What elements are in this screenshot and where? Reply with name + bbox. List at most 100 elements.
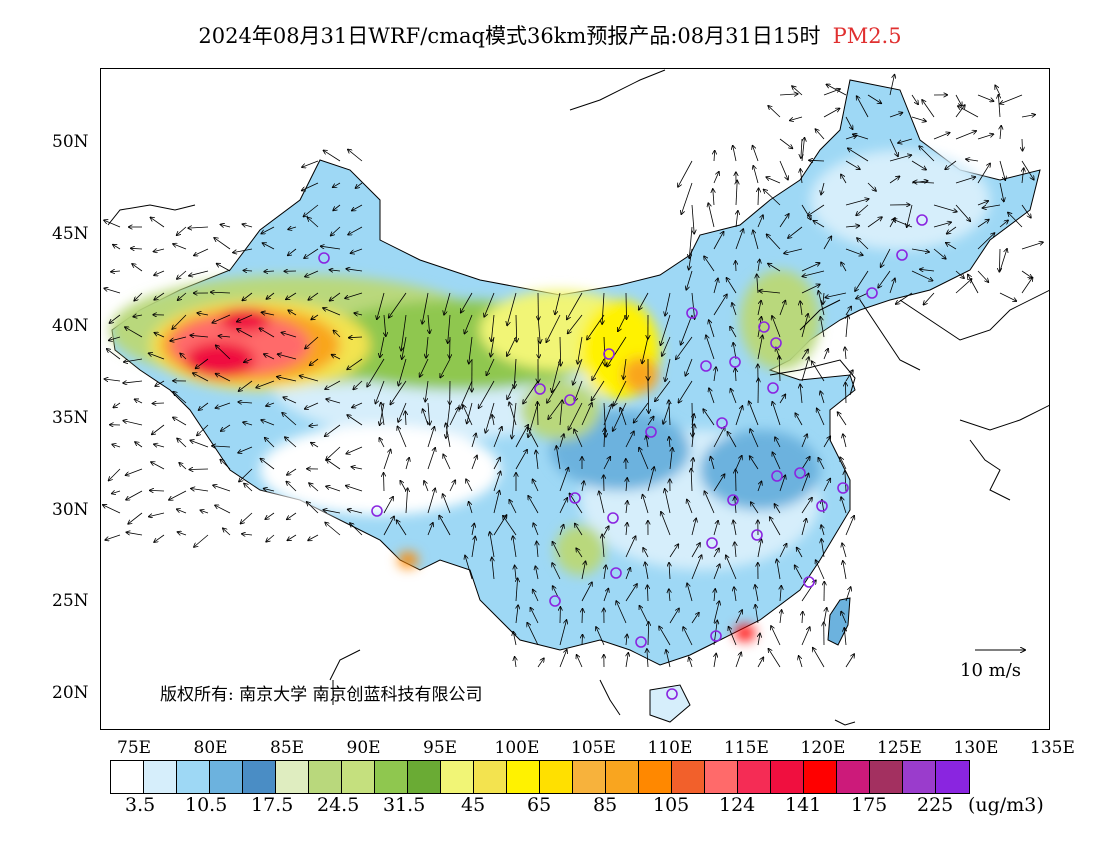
wind-arrow: [713, 521, 718, 536]
wind-arrow: [308, 292, 319, 300]
wind-arrow: [898, 138, 913, 143]
wind-arrow: [857, 96, 869, 118]
wind-arrow: [848, 148, 869, 162]
wind-arrow: [568, 402, 583, 430]
wind-arrow: [238, 446, 253, 453]
wind-arrow: [516, 578, 518, 602]
wind-arrow: [691, 613, 699, 624]
wind-arrow: [955, 279, 972, 294]
wind-arrow: [503, 516, 517, 536]
wind-arrow: [933, 248, 946, 259]
wind-arrow: [933, 133, 950, 140]
wind-arrow: [780, 586, 781, 602]
wind-arrow: [443, 454, 451, 470]
wind-arrow: [575, 524, 583, 536]
wind-arrow: [567, 292, 583, 319]
wind-arrow: [177, 270, 187, 279]
wind-arrow: [647, 467, 654, 492]
lon-label: 120E: [800, 738, 846, 758]
lon-label: 115E: [724, 738, 769, 758]
wind-arrow: [977, 163, 990, 184]
wind-arrow: [842, 543, 847, 558]
wind-arrow: [755, 605, 759, 624]
wind-arrow: [736, 470, 737, 492]
wind-arrow: [784, 248, 803, 253]
wind-arrow: [559, 434, 564, 448]
wind-arrow: [582, 635, 583, 646]
wind-arrow: [726, 278, 737, 294]
wind-arrow: [173, 244, 187, 250]
wind-arrow: [603, 589, 608, 602]
wind-arrow: [687, 500, 693, 514]
wind-arrow: [384, 314, 386, 336]
wind-arrow: [669, 544, 678, 558]
wind-arrow: [559, 650, 567, 668]
wind-arrow: [125, 327, 143, 338]
wind-arrow: [507, 336, 517, 356]
wind-arrow: [330, 292, 341, 301]
wind-arrow: [788, 226, 803, 238]
wind-arrow: [841, 174, 847, 184]
wind-arrow: [845, 471, 846, 492]
wind-arrow: [648, 380, 649, 413]
lon-label: 125E: [877, 738, 922, 758]
wind-arrow: [278, 354, 297, 360]
legend-swatch: [936, 761, 969, 793]
wind-arrow: [103, 505, 121, 514]
station-marker: Taiyuan: [729, 356, 741, 368]
legend-swatch: [342, 761, 375, 793]
color-legend: [110, 760, 970, 794]
wind-arrow: [706, 335, 715, 360]
wind-arrow: [623, 358, 627, 379]
wind-arrow: [867, 94, 881, 103]
wind-arrow: [150, 490, 165, 491]
wind-arrow: [283, 397, 297, 404]
wind-arrow: [780, 610, 782, 624]
wind-arrow: [559, 498, 567, 514]
wind-arrow: [735, 610, 742, 624]
legend-tick-label: 3.5: [125, 794, 156, 816]
wind-arrow: [767, 234, 781, 250]
wind-arrow: [709, 388, 715, 404]
wind-arrow: [889, 155, 911, 162]
wind-arrow: [1021, 115, 1035, 117]
wind-arrow: [977, 201, 988, 206]
wind-arrow: [215, 402, 231, 408]
wind-arrow: [779, 475, 785, 492]
legend-swatch: [738, 761, 771, 793]
wind-arrow: [923, 292, 935, 305]
wind-arrow: [154, 249, 165, 252]
wind-arrow: [469, 336, 473, 364]
wind-arrow: [753, 146, 759, 162]
wind-arrow: [537, 542, 538, 558]
wind-arrow: [711, 457, 715, 470]
wind-arrow: [491, 336, 495, 357]
wind-arrow: [173, 392, 187, 404]
wind-arrow: [351, 248, 363, 253]
wind-arrow: [795, 565, 803, 580]
wind-arrow: [155, 380, 165, 386]
wind-arrow: [808, 204, 825, 216]
wind-arrow: [384, 473, 385, 492]
wind-arrow: [507, 292, 517, 325]
wind-arrow: [377, 292, 385, 319]
wind-arrow: [154, 444, 165, 447]
wind-arrow: [465, 556, 473, 580]
wind-arrow: [533, 523, 539, 536]
wind-arrow: [802, 612, 803, 624]
lon-label: 100E: [494, 738, 540, 758]
legend-tick-label: 45: [461, 794, 486, 816]
wind-arrow: [528, 496, 539, 514]
wind-arrow: [302, 182, 319, 191]
wind-arrow: [639, 448, 649, 470]
wind-arrow: [308, 534, 319, 540]
wind-arrow: [466, 479, 473, 492]
wind-arrow: [333, 330, 341, 338]
wind-arrow: [242, 224, 253, 227]
wind-arrow: [241, 512, 253, 524]
wind-arrow: [305, 336, 319, 349]
legend-swatch: [672, 761, 705, 793]
wind-arrow: [689, 248, 693, 270]
wind-arrow: [326, 460, 341, 470]
wind-arrow: [461, 292, 473, 313]
